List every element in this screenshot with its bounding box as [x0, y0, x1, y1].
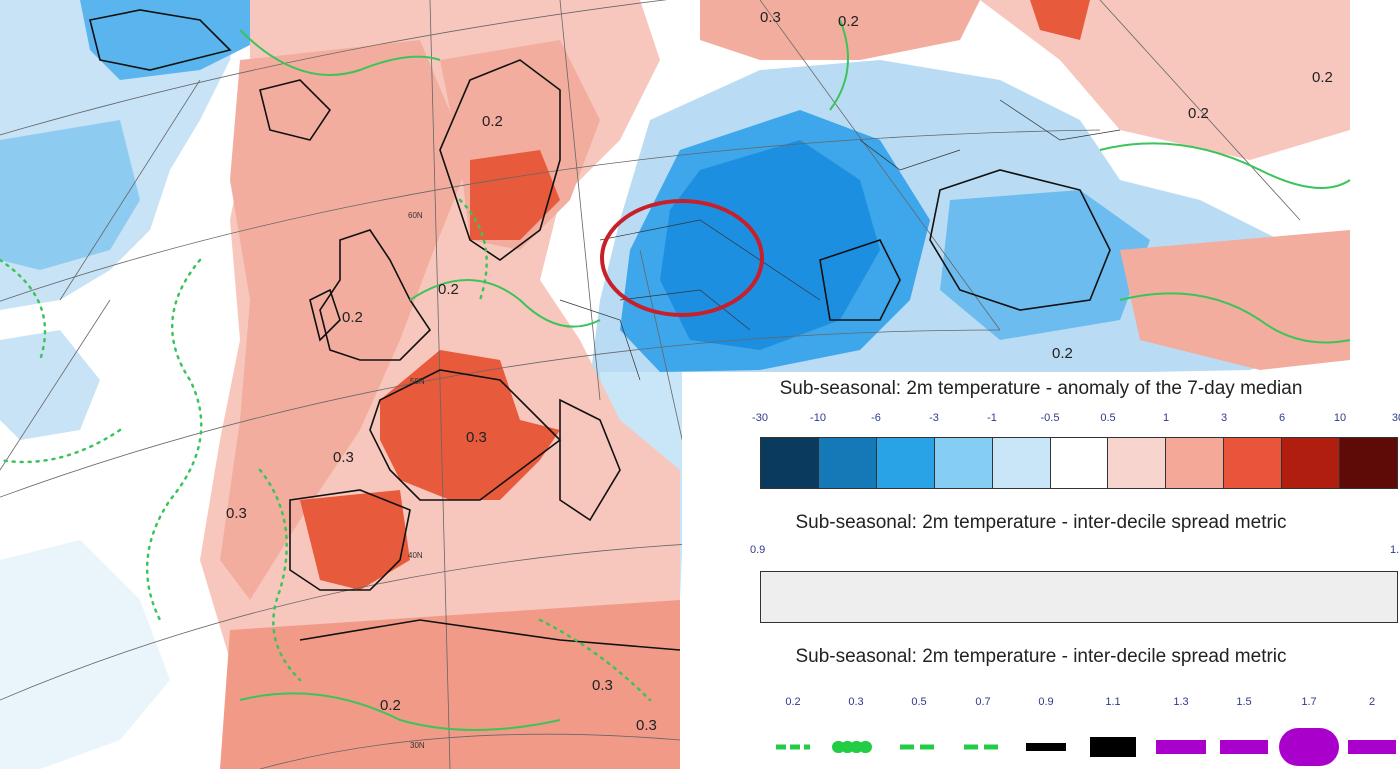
anomaly-tick: -6 [871, 412, 881, 424]
contour-label: 0.2 [1052, 345, 1073, 362]
anomaly-swatch [1108, 438, 1167, 488]
contour-label: 0.2 [380, 697, 401, 714]
anomaly-swatch [934, 438, 993, 488]
warm-anomaly [200, 0, 1350, 769]
spread-tick: 0.9 [750, 544, 766, 556]
anomaly-tick: -3 [929, 412, 939, 424]
contour-label: 0.3 [760, 9, 781, 26]
contour-label: 0.2 [1312, 69, 1333, 86]
spread-tick: 1. [1390, 544, 1400, 556]
contour-labels: 0.3 0.2 0.2 0.2 0.2 0.3 0.3 0.3 0.2 0.2 … [226, 9, 1333, 734]
contour-label: 0.3 [226, 505, 247, 522]
anomaly-tick: -1 [987, 412, 997, 424]
anomaly-colorbar [760, 437, 1398, 489]
spread-legend-title: Sub-seasonal: 2m temperature - inter-dec… [795, 512, 1287, 533]
contour-label: 0.3 [636, 717, 657, 734]
anomaly-swatch [1050, 438, 1109, 488]
anomaly-swatch [992, 438, 1051, 488]
latitude-label: 30N [410, 741, 425, 750]
contour-label: 0.3 [333, 449, 354, 466]
spread-line-tick: 0.5 [911, 696, 927, 708]
anomaly-tick: 3 [1220, 412, 1228, 424]
spread-colorbar [760, 571, 1398, 623]
anomaly-swatch [1224, 438, 1283, 488]
latitude-label: 50N [410, 377, 425, 386]
anomaly-swatch [818, 438, 877, 488]
spread-line-tick: 1.1 [1105, 696, 1121, 708]
anomaly-swatch [1282, 438, 1341, 488]
spread-line-tick: 1.3 [1173, 696, 1189, 708]
highlight-circle [600, 199, 764, 317]
anomaly-tick: 1 [1162, 412, 1170, 424]
cold-anomaly-west [0, 0, 280, 769]
contour-label: 0.2 [1188, 105, 1209, 122]
spread-line-tick: 1.7 [1301, 696, 1317, 708]
spread-line-tick: 0.3 [848, 696, 864, 708]
anomaly-tick: 6 [1278, 412, 1286, 424]
spread-line-tick: 0.9 [1038, 696, 1054, 708]
spread-line-tick: 1.5 [1236, 696, 1252, 708]
anomaly-swatch [1166, 438, 1225, 488]
contour-label: 0.3 [466, 429, 487, 446]
contour-label: 0.2 [438, 281, 459, 298]
spread-line-tick: 0.7 [975, 696, 991, 708]
latitude-label: 40N [408, 551, 423, 560]
anomaly-tick: 0.5 [1100, 412, 1116, 424]
legend-panel: Sub-seasonal: 2m temperature - anomaly o… [682, 372, 1400, 769]
spread-line-legend [776, 728, 1396, 766]
spread-contours-dotted [0, 198, 652, 702]
anomaly-swatch [1340, 438, 1397, 488]
spread-contours [239, 19, 1351, 731]
latitude-labels: 50N 40N 30N 60N [408, 211, 425, 750]
spread-lines-legend-title: Sub-seasonal: 2m temperature - inter-dec… [795, 646, 1287, 667]
anomaly-swatch [761, 438, 819, 488]
contour-label: 0.2 [482, 113, 503, 130]
anomaly-tick: -0.5 [1040, 412, 1060, 424]
anomaly-legend-title: Sub-seasonal: 2m temperature - anomaly o… [779, 378, 1303, 399]
anomaly-swatch [876, 438, 935, 488]
latitude-label: 60N [408, 211, 423, 220]
contour-label: 0.3 [592, 677, 613, 694]
spread-line-tick: 0.2 [785, 696, 801, 708]
spread-line-tick: 2 [1368, 696, 1376, 708]
contour-label: 0.2 [342, 309, 363, 326]
coastlines [89, 9, 1111, 651]
contour-label: 0.2 [838, 13, 859, 30]
anomaly-tick: 30 [1391, 412, 1400, 424]
country-borders [559, 99, 1121, 431]
anomaly-tick: 10 [1333, 412, 1347, 424]
anomaly-tick: -30 [752, 412, 768, 424]
anomaly-tick: -10 [810, 412, 826, 424]
